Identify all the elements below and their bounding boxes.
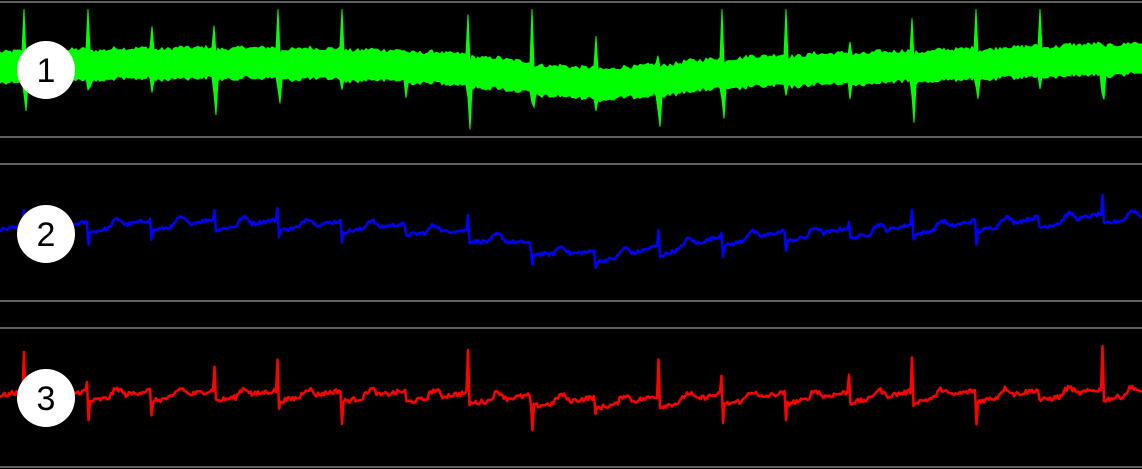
series-1-label: 1 — [37, 52, 56, 90]
series-3-trace — [0, 344, 1142, 432]
series-1: 1 — [0, 9, 1142, 130]
series-2: 2 — [0, 193, 1142, 270]
series-1-badge — [17, 41, 75, 99]
series-2-trace — [0, 193, 1142, 270]
series-3: 3 — [0, 344, 1142, 432]
series-2-badge — [17, 205, 75, 263]
series-1-trace — [0, 9, 1142, 130]
series-2-label: 2 — [37, 216, 56, 254]
series-3-label: 3 — [37, 380, 56, 418]
series-3-badge — [17, 369, 75, 427]
